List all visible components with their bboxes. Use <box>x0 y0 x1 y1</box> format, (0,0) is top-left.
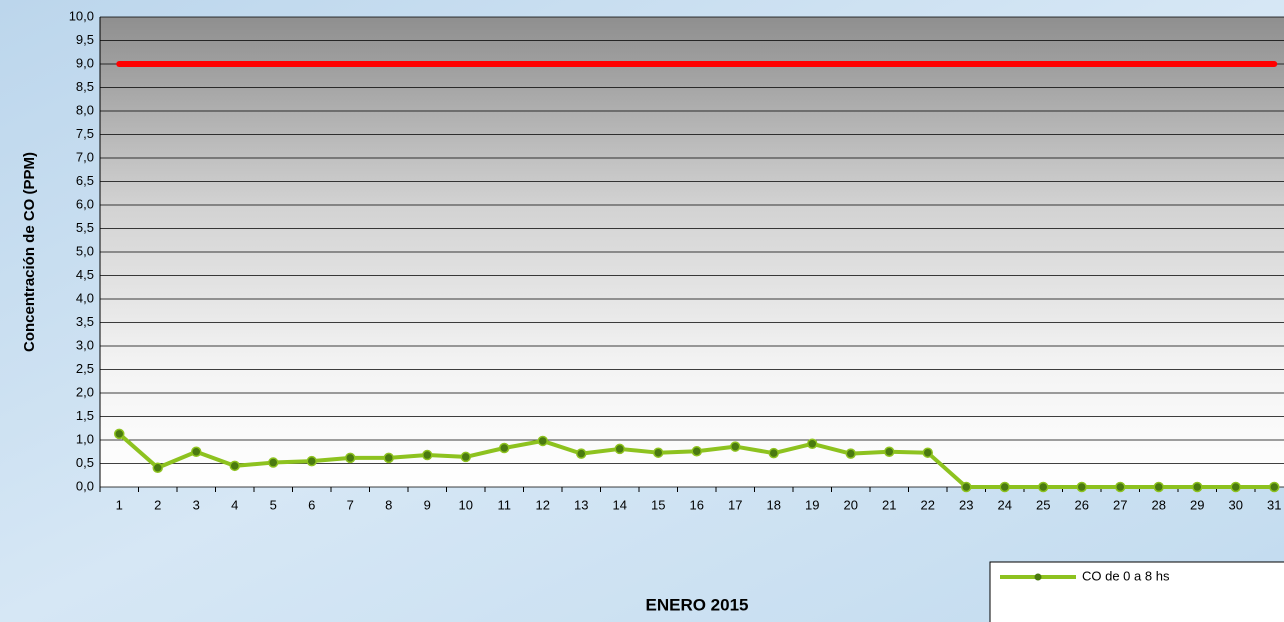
point <box>345 452 356 464</box>
x-tick-label: 12 <box>536 497 550 512</box>
x-tick-label: 14 <box>613 497 627 512</box>
point <box>576 448 587 459</box>
y-axis-title: Concentración de CO (PPM) <box>21 152 38 352</box>
y-tick-label: 0,0 <box>76 478 94 493</box>
point <box>1153 481 1164 493</box>
x-tick-label: 26 <box>1075 497 1089 512</box>
legend-label: CO de 0 a 8 hs <box>1082 568 1170 583</box>
y-tick-label: 3,5 <box>76 314 94 329</box>
x-axis-title: ENERO 2015 <box>646 595 749 614</box>
point <box>884 446 895 457</box>
x-tick-label: 11 <box>498 497 512 512</box>
point <box>961 481 972 493</box>
y-tick-label: 7,5 <box>76 126 94 141</box>
x-tick-label: 20 <box>844 497 858 512</box>
x-tick-label: 15 <box>651 497 665 512</box>
x-tick-label: 29 <box>1190 497 1204 512</box>
point <box>999 481 1010 493</box>
x-tick-label: 21 <box>882 497 896 512</box>
point <box>807 438 818 450</box>
point <box>1192 481 1203 493</box>
point <box>1230 481 1241 493</box>
point <box>537 435 548 447</box>
point <box>1115 481 1126 493</box>
x-tick-label: 28 <box>1152 497 1166 512</box>
legend <box>989 561 1284 622</box>
x-tick-label: 7 <box>347 497 354 512</box>
y-tick-label: 9,0 <box>76 55 94 70</box>
x-tick-label: 6 <box>308 497 315 512</box>
point <box>422 449 433 461</box>
x-tick-label: 22 <box>921 497 935 512</box>
point <box>152 462 163 473</box>
point <box>845 448 856 459</box>
point <box>229 460 240 472</box>
point <box>1076 481 1087 493</box>
y-tick-label: 9,5 <box>76 32 94 47</box>
point <box>268 457 279 468</box>
y-tick-label: 6,5 <box>76 173 94 188</box>
x-tick-label: 24 <box>998 497 1012 512</box>
point <box>691 446 702 457</box>
point <box>191 446 202 457</box>
point <box>653 447 664 458</box>
y-tick-label: 5,0 <box>76 243 94 258</box>
y-tick-label: 8,5 <box>76 79 94 94</box>
x-tick-label: 19 <box>805 497 819 512</box>
x-tick-label: 16 <box>690 497 704 512</box>
y-tick-label: 1,5 <box>76 408 94 423</box>
point <box>460 451 471 463</box>
x-tick-label: 31 <box>1267 497 1281 512</box>
y-tick-label: 8,0 <box>76 102 94 117</box>
x-tick-label: 2 <box>154 497 161 512</box>
y-tick-label: 6,0 <box>76 196 94 211</box>
y-tick-label: 2,0 <box>76 384 94 399</box>
point <box>922 447 933 458</box>
x-tick-label: 18 <box>767 497 781 512</box>
y-tick-label: 3,0 <box>76 337 94 352</box>
y-tick-label: 1,0 <box>76 431 94 446</box>
x-tick-label: 25 <box>1036 497 1050 512</box>
point <box>306 455 317 467</box>
x-tick-label: 9 <box>424 497 431 512</box>
x-tick-label: 4 <box>231 497 238 512</box>
y-tick-label: 5,5 <box>76 220 94 235</box>
x-tick-label: 8 <box>385 497 392 512</box>
point <box>1269 481 1280 493</box>
x-tick-label: 1 <box>116 497 123 512</box>
x-tick-label: 13 <box>574 497 588 512</box>
y-tick-label: 2,5 <box>76 361 94 376</box>
x-tick-label: 3 <box>193 497 200 512</box>
y-tick-label: 0,5 <box>76 455 94 470</box>
x-tick-label: 5 <box>270 497 277 512</box>
y-tick-label: 10,0 <box>69 8 94 23</box>
y-tick-label: 4,0 <box>76 290 94 305</box>
x-tick-label: 27 <box>1113 497 1127 512</box>
point <box>768 447 779 459</box>
legend-marker <box>1034 573 1042 581</box>
point <box>499 442 510 454</box>
point <box>383 452 394 464</box>
point <box>114 428 125 440</box>
x-tick-label: 17 <box>728 497 742 512</box>
x-tick-label: 30 <box>1229 497 1243 512</box>
y-tick-label: 4,5 <box>76 267 94 282</box>
x-tick-label: 10 <box>459 497 473 512</box>
point <box>730 441 741 452</box>
x-tick-label: 23 <box>959 497 973 512</box>
point <box>614 443 625 455</box>
point <box>1038 481 1049 493</box>
y-tick-label: 7,0 <box>76 149 94 164</box>
